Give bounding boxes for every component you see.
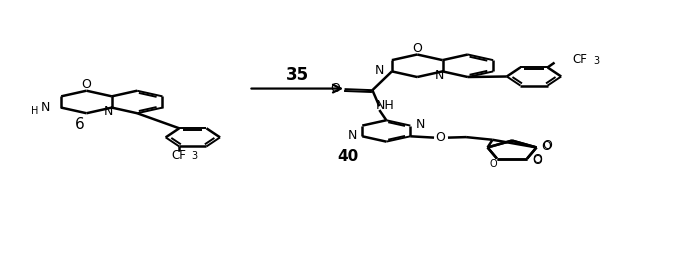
Text: O: O	[489, 159, 497, 169]
Text: O: O	[435, 131, 445, 144]
Text: O: O	[330, 82, 340, 95]
Text: N: N	[415, 118, 425, 131]
Text: 35: 35	[286, 66, 309, 84]
Text: N: N	[41, 101, 50, 114]
Text: O: O	[532, 153, 542, 166]
Text: N: N	[103, 105, 113, 118]
Text: N: N	[348, 129, 357, 142]
Text: O: O	[542, 139, 552, 152]
Text: CF: CF	[572, 53, 587, 66]
Text: 3: 3	[192, 151, 198, 161]
Text: 3: 3	[593, 56, 599, 66]
Text: N: N	[375, 64, 384, 77]
Text: CF: CF	[172, 149, 187, 162]
Text: O: O	[532, 154, 542, 167]
Text: 40: 40	[338, 149, 359, 164]
Text: H: H	[31, 106, 38, 116]
Text: 6: 6	[75, 117, 85, 132]
Text: O: O	[82, 78, 92, 91]
Text: O: O	[412, 42, 422, 55]
Text: N: N	[434, 69, 444, 82]
Text: NH: NH	[375, 99, 394, 112]
Text: O: O	[541, 140, 552, 153]
